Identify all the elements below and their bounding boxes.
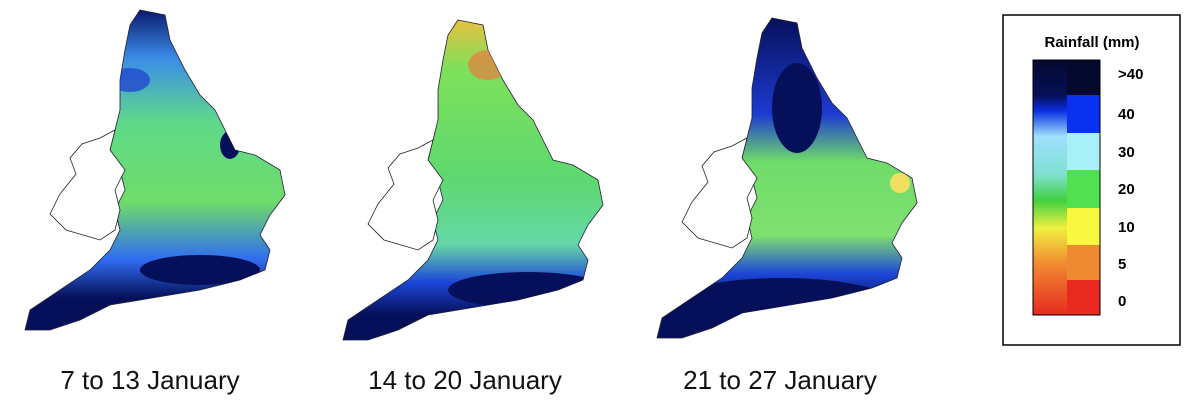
map-panel (24, 9, 286, 331)
legend-labels: >40 40 30 20 10 5 0 (1118, 66, 1143, 310)
legend-bar-frame (1032, 59, 1101, 316)
legend-swatch (1067, 95, 1100, 133)
legend-label: 30 (1118, 144, 1135, 161)
map-panel (656, 17, 918, 339)
legend-swatch (1067, 245, 1100, 280)
legend: Rainfall (mm) >40 40 30 20 10 5 0 (1002, 14, 1181, 346)
legend-label: 40 (1118, 106, 1135, 123)
legend-swatch (1067, 133, 1100, 170)
legend-label: >40 (1118, 66, 1143, 83)
panel-caption: 14 to 20 January (368, 365, 562, 395)
legend-swatch (1067, 280, 1100, 315)
map-panel (342, 19, 604, 341)
panel-caption: 7 to 13 January (60, 365, 239, 395)
legend-label: 0 (1118, 293, 1126, 310)
legend-swatch (1067, 208, 1100, 245)
legend-label: 5 (1118, 256, 1126, 273)
legend-swatch (1067, 170, 1100, 208)
legend-swatch (1067, 60, 1100, 95)
legend-title: Rainfall (mm) (1044, 34, 1139, 51)
legend-gradient (1033, 60, 1067, 315)
legend-label: 20 (1118, 181, 1135, 198)
legend-label: 10 (1118, 219, 1135, 236)
panel-caption: 21 to 27 January (683, 365, 877, 395)
